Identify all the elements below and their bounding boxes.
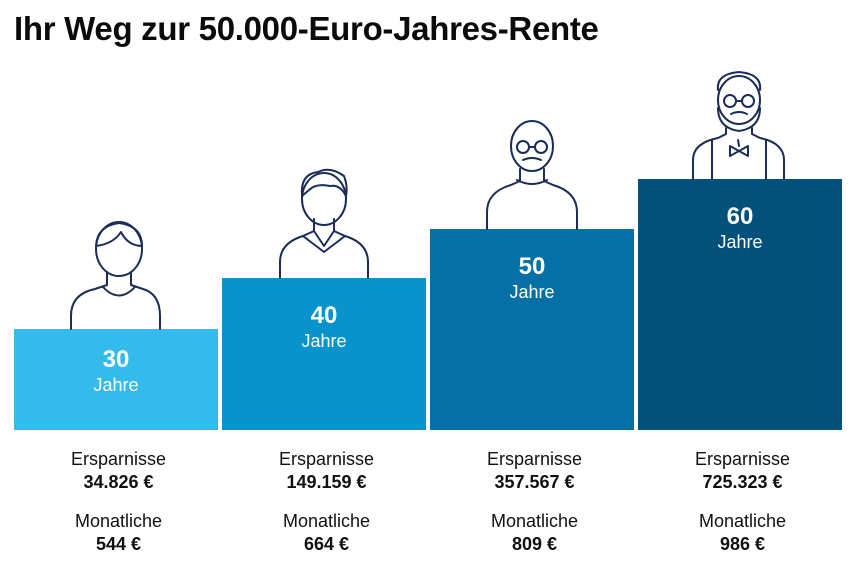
age-unit: Jahre xyxy=(717,232,763,252)
step-info-1: Ersparnisse 34.826 € Monatliche 544 € xyxy=(15,448,222,556)
step-bar-1 xyxy=(14,329,218,430)
step-info-2: Ersparnisse 149.159 € Monatliche 664 € xyxy=(223,448,430,556)
age-value: 40 xyxy=(310,302,338,329)
savings-label: Ersparnisse xyxy=(486,449,583,469)
savings-value: 357.567 € xyxy=(494,472,575,492)
step-label-1: 30 Jahre xyxy=(14,346,218,396)
savings-value: 149.159 € xyxy=(286,472,367,492)
savings-label: Ersparnisse xyxy=(278,449,375,469)
savings-label: Ersparnisse xyxy=(694,449,791,469)
step-bar-3 xyxy=(430,229,634,430)
step-label-4: 60 Jahre xyxy=(638,203,842,253)
monthly-label: Monatliche xyxy=(282,511,371,531)
person-young-icon xyxy=(70,221,161,330)
person-bearded-icon xyxy=(692,71,785,180)
age-unit: Jahre xyxy=(93,375,139,395)
person-adult-icon xyxy=(279,168,369,279)
chart-title: Ihr Weg zur 50.000-Euro-Jahres-Rente xyxy=(14,10,599,47)
savings-value: 34.826 € xyxy=(83,472,154,492)
age-unit: Jahre xyxy=(509,282,555,302)
person-glasses-icon xyxy=(486,120,578,230)
savings-value: 725.323 € xyxy=(702,472,783,492)
step-label-2: 40 Jahre xyxy=(222,302,426,352)
savings-label: Ersparnisse xyxy=(70,449,167,469)
monthly-label: Monatliche xyxy=(490,511,579,531)
age-unit: Jahre xyxy=(301,331,347,351)
step-label-3: 50 Jahre xyxy=(430,253,634,303)
monthly-label: Monatliche xyxy=(74,511,163,531)
age-value: 60 xyxy=(726,203,754,230)
monthly-value: 544 € xyxy=(95,534,142,554)
monthly-value: 986 € xyxy=(719,534,766,554)
step-info-3: Ersparnisse 357.567 € Monatliche 809 € xyxy=(431,448,638,556)
age-value: 30 xyxy=(102,346,130,373)
monthly-value: 809 € xyxy=(511,534,558,554)
step-info-4: Ersparnisse 725.323 € Monatliche 986 € xyxy=(639,448,846,556)
step-bar-4 xyxy=(638,179,842,430)
monthly-value: 664 € xyxy=(303,534,350,554)
step-bar-2 xyxy=(222,278,426,430)
monthly-label: Monatliche xyxy=(698,511,787,531)
age-value: 50 xyxy=(518,253,546,280)
